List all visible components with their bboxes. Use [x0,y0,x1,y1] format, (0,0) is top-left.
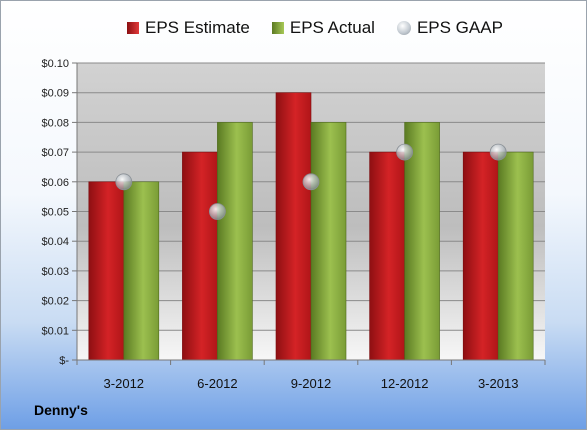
y-tick-label: $0.04 [41,236,69,248]
y-tick-label: $- [59,355,69,367]
bar-eps-estimate [369,151,405,361]
y-tick-label: $0.06 [41,177,69,189]
legend-item-estimate: EPS Estimate [127,18,250,38]
legend-label-estimate: EPS Estimate [145,18,250,37]
gaap-markers [115,143,507,220]
x-tick-label: 12-2012 [381,376,429,391]
marker-eps-gaap [115,173,133,191]
bar-eps-actual [310,122,347,361]
legend-label-actual: EPS Actual [289,18,375,37]
axes: $- $0.01 $0.02 $0.03 $0.04 $0.05 $0.06 $0.07 $0.… [41,58,546,391]
bar-eps-estimate [275,92,312,361]
y-tick-label: $0.02 [41,296,69,308]
x-tick-label: 3-2013 [478,376,518,391]
marker-eps-gaap [489,143,507,161]
company-name: Denny's [34,402,88,418]
bar-eps-estimate [182,151,218,361]
bar-eps-actual [123,181,160,361]
y-tick-label: $0.03 [41,266,69,278]
x-tick-label: 6-2012 [197,376,237,391]
legend-item-gaap: EPS GAAP [396,18,503,38]
legend-item-actual: EPS Actual [271,18,375,38]
y-tick-label: $0.07 [41,147,69,159]
bar-eps-estimate [88,181,125,361]
bars [88,92,534,361]
marker-eps-gaap [396,143,414,161]
y-tick-label: $0.09 [41,88,69,100]
y-tick-label: $0.01 [41,325,69,337]
legend-swatch-gaap [396,21,411,35]
bar-eps-actual [217,122,253,361]
y-tick-label: $0.08 [41,117,69,129]
x-tick-label: 9-2012 [291,376,331,391]
bar-eps-actual [497,151,534,361]
x-tick-label: 3-2012 [104,376,144,391]
y-tick-label: $0.10 [41,58,69,70]
legend: EPS Estimate EPS Actual EPS GAAP [127,18,525,38]
legend-label-gaap: EPS GAAP [416,18,503,37]
bar-eps-actual [404,122,440,361]
bar-eps-estimate [462,151,499,361]
y-tick-label: $0.05 [41,207,69,219]
marker-eps-gaap [208,203,226,220]
legend-swatch-estimate [127,22,139,34]
marker-eps-gaap [302,173,320,191]
legend-swatch-actual [271,22,284,34]
